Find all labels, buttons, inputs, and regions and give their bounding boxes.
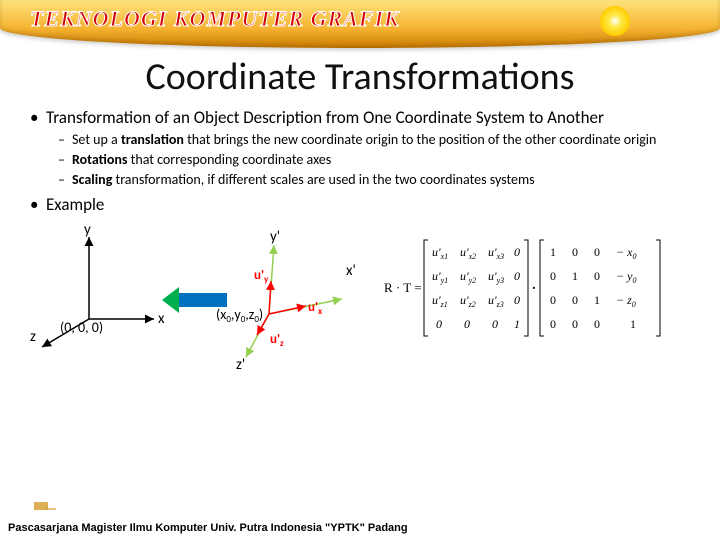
bullet-sub-1: Set up a translation that brings the new… [24,132,696,149]
svg-text:0: 0 [550,317,556,331]
label-origin-right: (x0,y0,z0) [216,306,263,325]
sub2-bold: Rotations [72,151,127,168]
svg-text:0: 0 [572,245,578,259]
content-area: Transformation of an Object Description … [0,108,720,374]
svg-text:u'x3: u'x3 [488,245,504,261]
svg-text:0: 0 [572,293,578,307]
label-origin-left: (0, 0, 0) [60,319,103,336]
svg-text:0: 0 [572,317,578,331]
bullet-main: Transformation of an Object Description … [24,108,696,128]
blue-arrow-head [162,287,179,313]
footer: Pascasarjana Magister Ilmu Komputer Univ… [0,510,720,540]
sub3-suffix: transformation, if different scales are … [112,171,534,188]
blue-arrow-shaft [179,293,227,307]
coordinate-diagram: y x z (0, 0, 0) y' x' z' u'y u'x [24,219,384,374]
label-x: x [158,310,165,328]
svg-text:u'y3: u'y3 [488,269,504,285]
svg-text:u'x1: u'x1 [432,245,448,261]
svg-text:0: 0 [464,317,470,331]
svg-text:0: 0 [550,269,556,283]
sub1-bold: translation [121,131,184,148]
label-y: y [84,221,91,239]
svg-text:1: 1 [630,317,636,331]
svg-text:u'y1: u'y1 [432,269,448,285]
label-z: z [30,328,36,346]
svg-text:− y0: − y0 [616,269,636,285]
sub3-bold: Scaling [72,171,112,188]
label-uz: u'z [270,332,284,349]
svg-text:1: 1 [514,317,520,331]
svg-text:u'z2: u'z2 [460,293,476,309]
svg-text:u'x2: u'x2 [460,245,476,261]
svg-text:1: 1 [572,269,578,283]
svg-text:0: 0 [594,317,600,331]
svg-text:1: 1 [594,293,600,307]
matrix-dot: · [532,279,536,297]
svg-text:0: 0 [436,317,442,331]
svg-text:− x0: − x0 [616,245,636,261]
bullet-sub-3: Scaling transformation, if different sca… [24,172,696,189]
bullet-example: Example [24,195,696,215]
label-ux: u'x [308,300,323,317]
label-zp: z' [236,356,245,374]
header-banner: TEKNOLOGI KOMPUTER GRAFIK [0,0,720,48]
banner-title: TEKNOLOGI KOMPUTER GRAFIK [30,6,400,32]
matrix-area: R · T = u'x1 u'x2 u'x3 0 u'y1 u'y2 u'y3 … [384,227,664,367]
label-uy: u'y [254,268,269,285]
svg-text:− z0: − z0 [616,293,636,309]
svg-text:0: 0 [492,317,498,331]
svg-text:u'y2: u'y2 [460,269,476,285]
label-xp: x' [346,262,356,280]
footer-text: Pascasarjana Magister Ilmu Komputer Univ… [8,522,408,534]
bullet-sub-2: Rotations that corresponding coordinate … [24,152,696,169]
sub1-prefix: Set up a [72,131,121,148]
svg-text:0: 0 [514,269,520,283]
svg-text:0: 0 [514,245,520,259]
sub2-suffix: that corresponding coordinate axes [127,151,331,168]
svg-text:0: 0 [594,269,600,283]
svg-text:0: 0 [550,293,556,307]
svg-text:0: 0 [514,293,520,307]
matrix-equation: R · T = u'x1 u'x2 u'x3 0 u'y1 u'y2 u'y3 … [384,227,664,367]
svg-text:u'z1: u'z1 [432,293,448,309]
svg-text:1: 1 [550,245,556,259]
slide-title: Coordinate Transformations [0,54,720,100]
svg-text:0: 0 [594,245,600,259]
matrix-lhs: R · T = [384,280,422,295]
svg-text:u'z3: u'z3 [488,293,504,309]
example-row: y x z (0, 0, 0) y' x' z' u'y u'x [24,219,696,374]
label-yp: y' [270,228,280,246]
sub1-suffix: that brings the new coordinate origin to… [184,131,656,148]
diagram-area: y x z (0, 0, 0) y' x' z' u'y u'x [24,219,384,374]
